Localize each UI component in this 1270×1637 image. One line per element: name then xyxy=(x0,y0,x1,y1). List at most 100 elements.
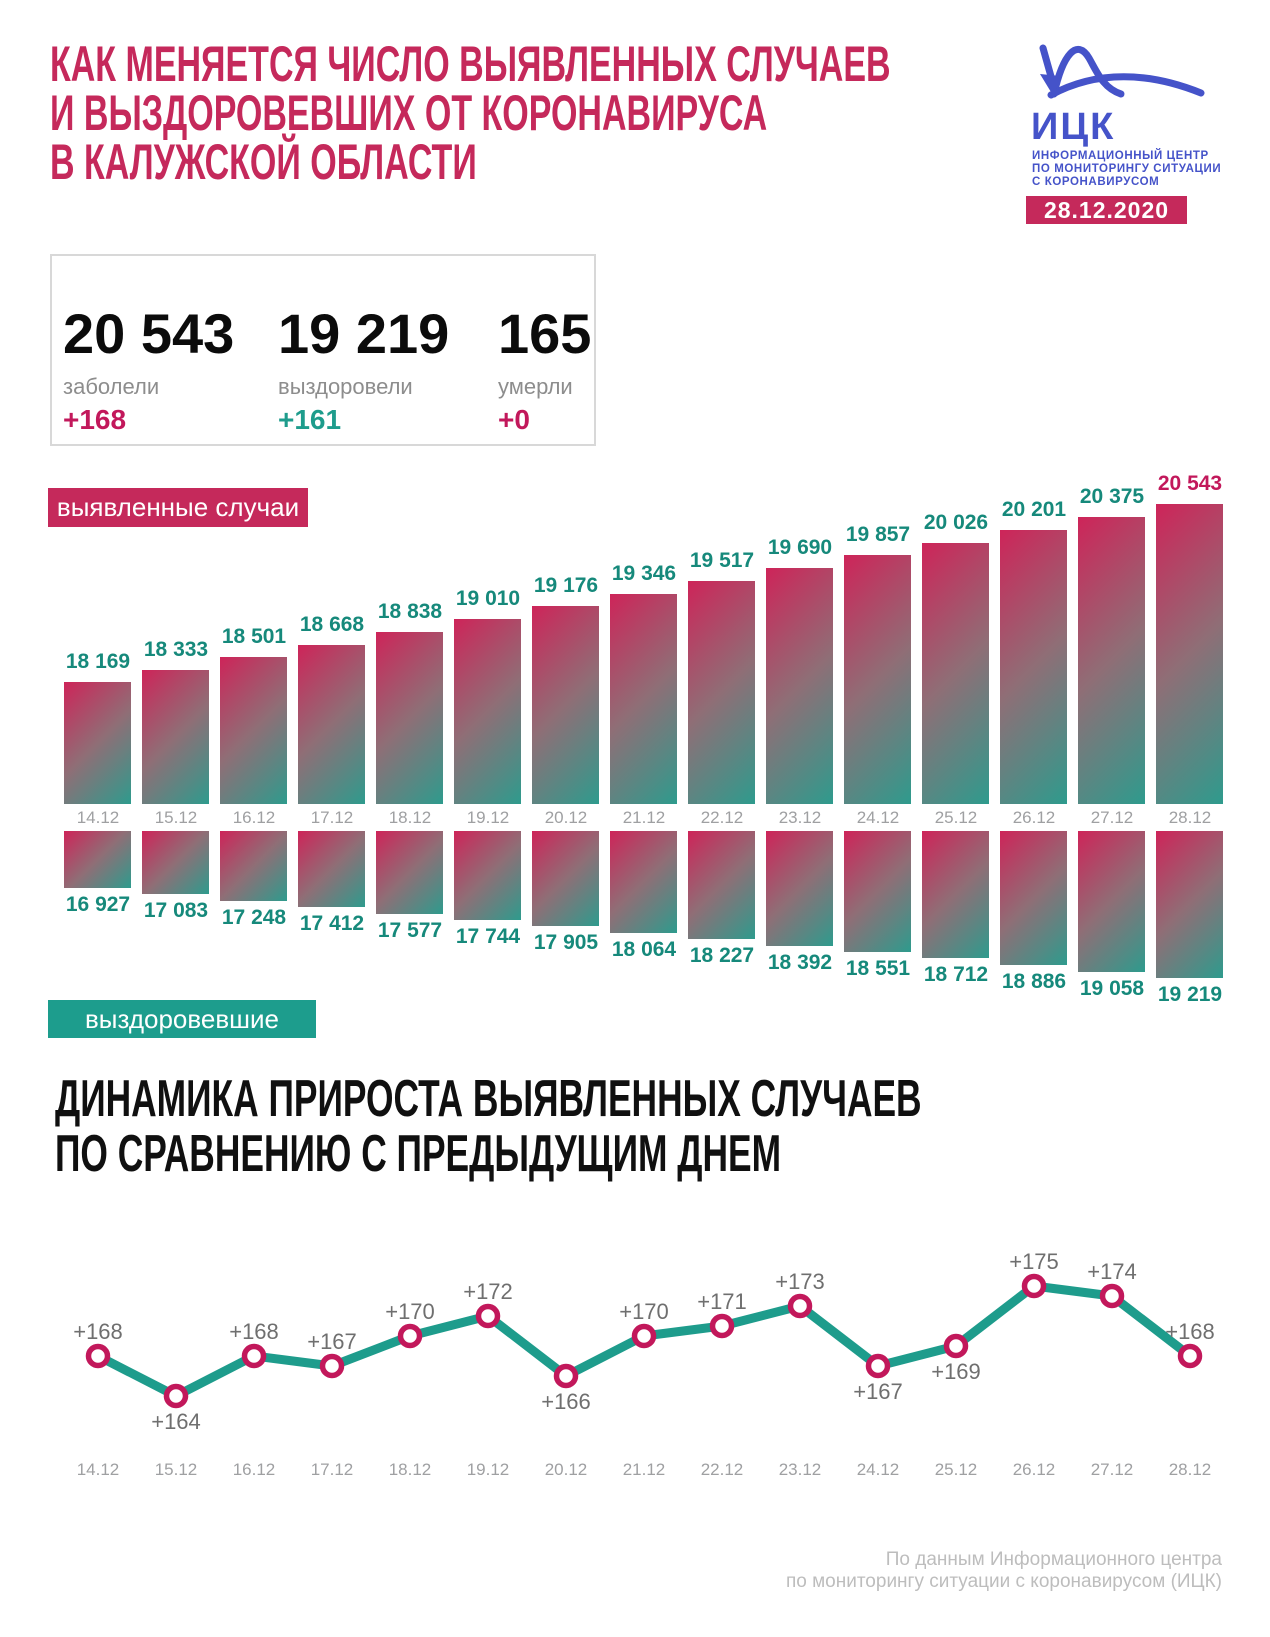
bar-detected xyxy=(610,594,677,804)
bar-detected xyxy=(298,645,365,804)
bar-recovered xyxy=(142,831,209,894)
bar-value-recovered: 17 744 xyxy=(455,925,521,948)
bar-recovered xyxy=(298,831,365,907)
bar-recovered xyxy=(610,831,677,933)
bar-value-detected: 18 333 xyxy=(143,638,209,661)
delta-cases: +168 xyxy=(63,404,127,435)
line-date-label: 18.12 xyxy=(388,1460,432,1479)
bar-value-recovered: 16 927 xyxy=(65,893,131,916)
stat-deaths-value: 165 xyxy=(498,302,592,365)
bar-value-recovered: 18 886 xyxy=(1001,970,1067,993)
line-point-label: +169 xyxy=(931,1359,981,1384)
bar-detected xyxy=(844,555,911,804)
line-date-label: 26.12 xyxy=(1012,1460,1056,1479)
bar-date-label: 21.12 xyxy=(622,808,666,827)
line-point-label: +168 xyxy=(229,1319,279,1344)
bar-detected xyxy=(142,670,209,804)
section-title-line: ПО СРАВНЕНИЮ С ПРЕДЫДУЩИМ ДНЕМ xyxy=(55,1125,782,1183)
bar-recovered xyxy=(454,831,521,920)
line-point xyxy=(865,1353,891,1379)
line-point xyxy=(1177,1343,1203,1369)
line-point xyxy=(1021,1273,1047,1299)
logo-org-line: С КОРОНАВИРУСОМ xyxy=(1032,176,1160,188)
bar-value-recovered: 18 227 xyxy=(689,944,755,967)
bar-value-recovered: 17 577 xyxy=(377,919,443,942)
bar-detected xyxy=(1078,517,1145,804)
report-date: 28.12.2020 xyxy=(1043,196,1170,223)
page-title-line: КАК МЕНЯЕТСЯ ЧИСЛО ВЫЯВЛЕННЫХ СЛУЧАЕВ xyxy=(50,36,891,92)
source-note: По данным Информационного центра по мони… xyxy=(786,1549,1222,1593)
bar-date-label: 14.12 xyxy=(76,808,120,827)
line-date-label: 27.12 xyxy=(1090,1460,1134,1479)
bar-value-recovered: 18 551 xyxy=(845,957,911,980)
bar-chart: 18 169 14.12 16 927 18 333 15.12 17 083 18 501… xyxy=(59,470,1229,1040)
line-date-label: 16.12 xyxy=(232,1460,276,1479)
line-point-label: +164 xyxy=(151,1409,201,1434)
bar-date-label: 16.12 xyxy=(232,808,276,827)
bar-date-label: 27.12 xyxy=(1090,808,1134,827)
line-point-label: +167 xyxy=(853,1379,903,1404)
bar-value-detected: 19 690 xyxy=(767,536,833,559)
bar-date-label: 20.12 xyxy=(544,808,588,827)
logo-org-line: ИНФОРМАЦИОННЫЙ ЦЕНТР xyxy=(1032,150,1209,162)
line-point-label: +171 xyxy=(697,1289,747,1314)
bar-value-detected: 20 201 xyxy=(1001,498,1067,521)
stat-recovered-value: 19 219 xyxy=(278,302,450,365)
line-point-label: +167 xyxy=(307,1329,357,1354)
bar-value-detected: 18 838 xyxy=(377,600,443,623)
section-title-line: ДИНАМИКА ПРИРОСТА ВЫЯВЛЕННЫХ СЛУЧАЕВ xyxy=(55,1070,922,1128)
bar-recovered xyxy=(376,831,443,914)
stat-deaths: 165 умерли +0 xyxy=(498,304,591,436)
bar-recovered xyxy=(766,831,833,946)
bar-value-detected: 20 026 xyxy=(923,511,989,534)
delta-recovered: +161 xyxy=(278,404,342,435)
line-point-label: +170 xyxy=(385,1299,435,1324)
bar-detected xyxy=(64,682,131,804)
stat-cases-label: заболели xyxy=(63,374,160,399)
bar-recovered xyxy=(688,831,755,939)
bar-date-label: 23.12 xyxy=(778,808,822,827)
line-date-label: 21.12 xyxy=(622,1460,666,1479)
bar-date-label: 22.12 xyxy=(700,808,744,827)
bar-date-label: 24.12 xyxy=(856,808,900,827)
line-chart-dates: 14.12 15.12 16.12 17.12 18.12 19.12 20.12 21.12… xyxy=(59,1460,1229,1482)
line-date-label: 24.12 xyxy=(856,1460,900,1479)
page-title: КАК МЕНЯЕТСЯ ЧИСЛО ВЫЯВЛЕННЫХ СЛУЧАЕВ И … xyxy=(50,36,891,190)
bar-detected xyxy=(688,581,755,804)
stat-recovered: 19 219 выздоровели +161 xyxy=(278,304,449,436)
line-date-label: 19.12 xyxy=(466,1460,510,1479)
line-point xyxy=(553,1363,579,1389)
bar-value-detected: 18 668 xyxy=(299,613,365,636)
legend-detected: выявленные случаи xyxy=(48,488,308,527)
bar-recovered xyxy=(844,831,911,952)
line-point-label: +166 xyxy=(541,1389,591,1414)
bar-detected xyxy=(922,543,989,804)
bar-value-recovered: 17 248 xyxy=(221,906,287,929)
logo-abbr: ИЦК xyxy=(1031,106,1116,148)
bar-date-label: 26.12 xyxy=(1012,808,1056,827)
line-date-label: 28.12 xyxy=(1168,1460,1212,1479)
bar-value-recovered: 18 712 xyxy=(923,963,989,986)
delta-deaths: +0 xyxy=(498,404,530,435)
bar-recovered xyxy=(1078,831,1145,972)
logo-curve-icon xyxy=(1039,44,1205,99)
bar-value-recovered: 17 905 xyxy=(533,931,599,954)
summary-panel: 20 543 заболели +168 19 219 выздоровели … xyxy=(50,254,596,446)
legend-detected-label: выявленные случаи xyxy=(56,492,300,522)
bar-recovered xyxy=(64,831,131,888)
bar-recovered xyxy=(220,831,287,901)
bar-date-label: 28.12 xyxy=(1168,808,1212,827)
page-title-line: В КАЛУЖСКОЙ ОБЛАСТИ xyxy=(50,134,477,190)
line-point xyxy=(319,1353,345,1379)
bar-detected xyxy=(766,568,833,804)
line-point xyxy=(85,1343,111,1369)
bar-value-detected: 19 176 xyxy=(533,574,599,597)
page-title-line: И ВЫЗДОРОВЕВШИХ ОТ КОРОНАВИРУСА xyxy=(50,85,768,141)
legend-recovered: выздоровевшие xyxy=(48,1000,316,1038)
bar-detected xyxy=(1156,504,1223,804)
line-point xyxy=(397,1323,423,1349)
bar-value-recovered: 17 412 xyxy=(299,912,365,935)
bar-value-recovered: 18 064 xyxy=(611,938,677,961)
bar-detected xyxy=(454,619,521,804)
bar-value-detected: 18 169 xyxy=(65,650,131,673)
